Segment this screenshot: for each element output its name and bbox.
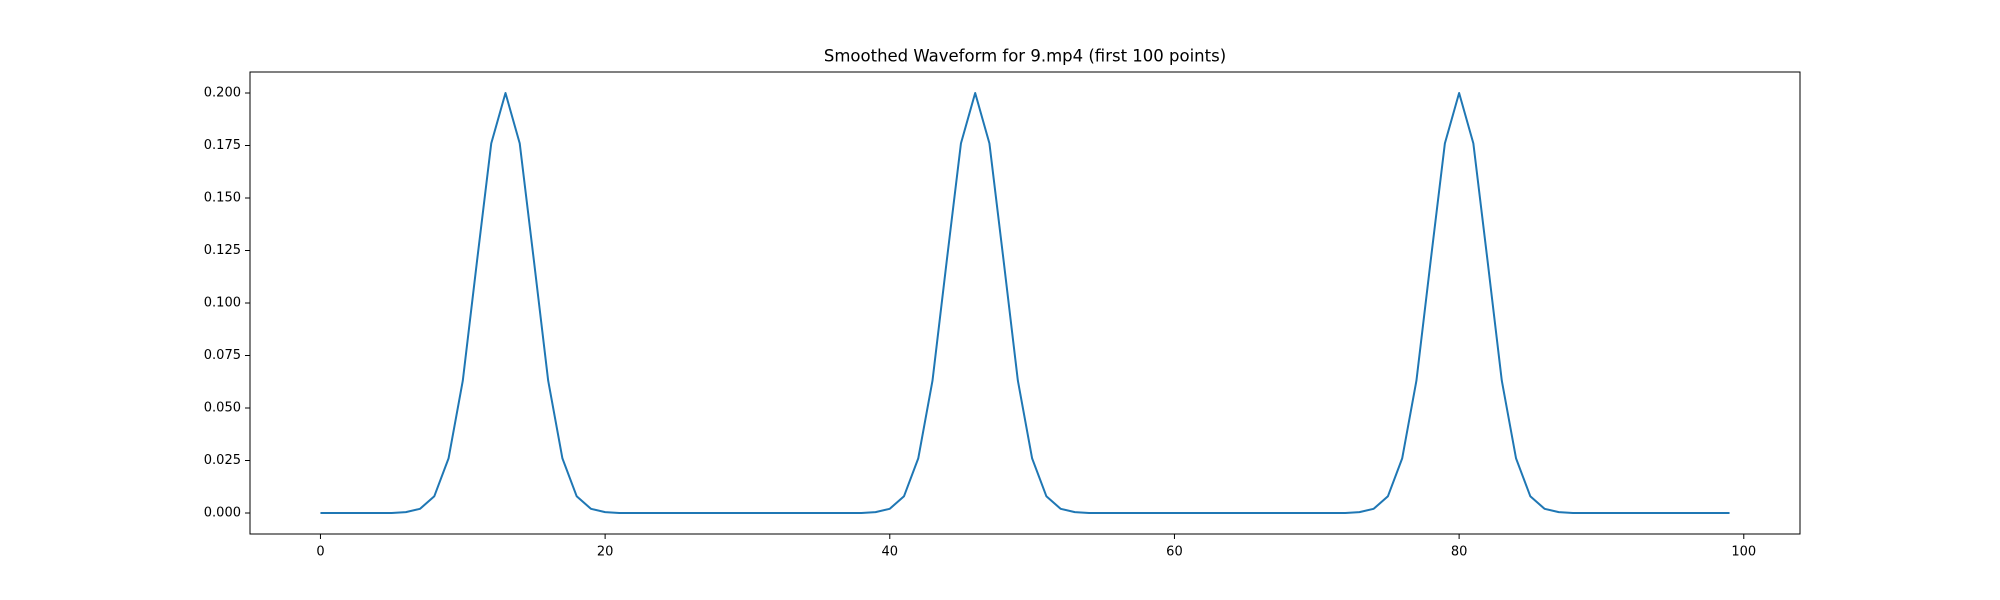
y-tick-label: 0.125 [204, 243, 241, 258]
x-tick-label: 100 [1731, 545, 1756, 560]
y-tick-label: 0.075 [204, 348, 241, 363]
x-tick-label: 60 [1166, 545, 1183, 560]
y-tick-label: 0.050 [204, 401, 241, 416]
chart-title: Smoothed Waveform for 9.mp4 (first 100 p… [824, 47, 1226, 66]
y-tick-label: 0.100 [204, 296, 241, 311]
plot-frame [249, 71, 1801, 535]
data-line [320, 92, 1730, 514]
x-tick-label: 40 [882, 545, 899, 560]
x-tick-label: 20 [597, 545, 614, 560]
x-tick-label: 80 [1451, 545, 1468, 560]
y-tick-label: 0.175 [204, 138, 241, 153]
y-tick-label: 0.000 [204, 506, 241, 521]
x-tick-label: 0 [316, 545, 324, 560]
y-tick-label: 0.025 [204, 453, 241, 468]
y-tick-label: 0.150 [204, 191, 241, 206]
y-tick-label: 0.200 [204, 86, 241, 101]
